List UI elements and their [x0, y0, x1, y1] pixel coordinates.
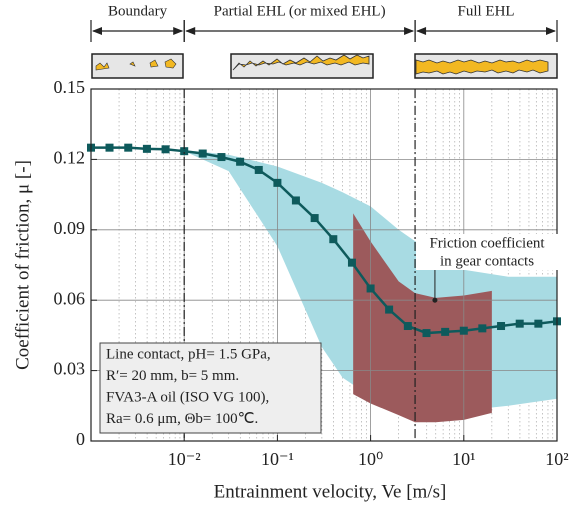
- data-point: [478, 324, 487, 333]
- annotation-text: in gear contacts: [440, 253, 534, 269]
- x-tick-label: 10²: [545, 449, 568, 469]
- data-point: [403, 322, 412, 331]
- regime-label: Partial EHL (or mixed EHL): [214, 3, 386, 19]
- data-point: [366, 284, 375, 293]
- x-tick-label: 10⁻¹: [261, 449, 294, 469]
- data-point: [385, 305, 394, 314]
- data-point: [254, 165, 263, 174]
- data-point: [459, 326, 468, 335]
- data-point: [217, 153, 226, 162]
- data-point: [124, 143, 133, 152]
- arrow-head: [92, 27, 184, 35]
- data-point: [515, 319, 524, 328]
- y-tick-label: 0.09: [54, 218, 86, 238]
- friction-band: [353, 213, 492, 423]
- data-point: [534, 319, 543, 328]
- data-point: [105, 143, 114, 152]
- x-tick-label: 10⁻²: [168, 449, 201, 469]
- annotation-dot: [432, 297, 438, 303]
- label-bg: [104, 2, 172, 22]
- label-bg: [453, 2, 519, 22]
- annotation-bg: [416, 234, 558, 270]
- data-point: [142, 144, 151, 153]
- data-point: [347, 258, 356, 267]
- y-tick-label: 0.03: [54, 359, 86, 379]
- x-tick-label: 10¹: [452, 449, 475, 469]
- data-point: [236, 157, 245, 166]
- data-point: [198, 149, 207, 158]
- x-axis-label: Entrainment velocity, Ve [m/s]: [214, 481, 447, 502]
- info-box: [99, 342, 322, 434]
- data-point: [422, 329, 431, 338]
- data-point: [441, 327, 450, 336]
- data-point: [161, 145, 170, 154]
- info-text: Ra= 0.6 μm, Θb= 100℃.: [106, 411, 258, 427]
- data-point: [329, 235, 338, 244]
- regime-label: Boundary: [108, 3, 168, 19]
- roughness-icons: [91, 53, 558, 79]
- label-bg: [209, 2, 390, 22]
- data-point: [273, 178, 282, 187]
- y-tick-label: 0: [76, 429, 85, 449]
- y-tick-label: 0.06: [54, 288, 86, 308]
- y-tick-label: 0.15: [54, 77, 86, 97]
- y-tick-label: 0.12: [54, 148, 86, 168]
- info-text: R′= 20 mm, b= 5 mm.: [106, 368, 239, 384]
- data-point: [180, 147, 189, 156]
- info-text: Line contact, pH= 1.5 GPa,: [106, 346, 271, 362]
- data-point: [291, 196, 300, 205]
- data-point: [497, 322, 506, 331]
- annotation-text: Friction coefficient: [429, 235, 545, 251]
- x-tick-label: 10⁰: [358, 449, 383, 469]
- regime-label: Full EHL: [457, 3, 514, 19]
- data-point: [310, 214, 319, 223]
- y-axis-label: Coefficient of friction, μ [-]: [12, 160, 33, 370]
- info-text: FVA3-A oil (ISO VG 100),: [106, 389, 269, 405]
